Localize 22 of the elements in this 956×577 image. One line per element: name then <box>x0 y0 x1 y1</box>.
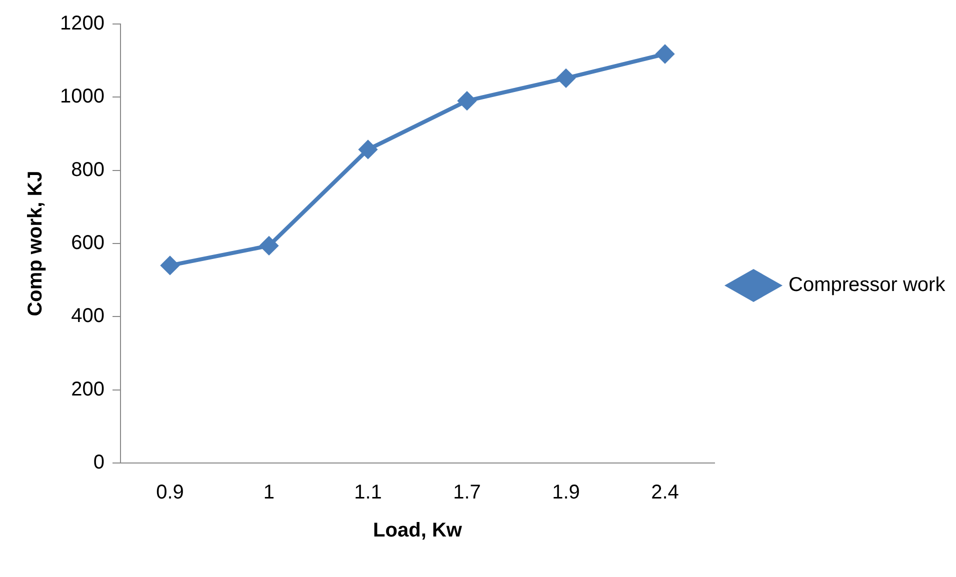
point <box>656 45 674 63</box>
y-axis-title: Comp work, KJ <box>24 170 47 316</box>
y-tick-label: 1000 <box>60 86 104 108</box>
x-tick-label: 1 <box>263 482 275 504</box>
point <box>358 140 377 158</box>
point <box>160 256 179 274</box>
x-tick-label: 2.4 <box>651 482 679 504</box>
y-tick-label: 0 <box>93 452 104 474</box>
legend-label: Compressor work <box>788 274 946 296</box>
point <box>557 69 575 88</box>
y-tick-label: 200 <box>71 378 104 400</box>
x-axis-title: Load, Kw <box>373 520 462 542</box>
x-tick-label: 1.7 <box>453 482 481 504</box>
y-tick-label: 800 <box>71 158 104 181</box>
x-tick-label: 0.9 <box>156 482 184 504</box>
y-tick-label: 1200 <box>60 12 104 35</box>
x-tick-label: 1.9 <box>552 482 580 504</box>
x-tick-label: 1.1 <box>354 482 382 504</box>
y-tick-label: 400 <box>71 305 104 328</box>
y-tick-label: 600 <box>71 232 104 254</box>
point <box>458 92 476 110</box>
point <box>260 236 278 255</box>
